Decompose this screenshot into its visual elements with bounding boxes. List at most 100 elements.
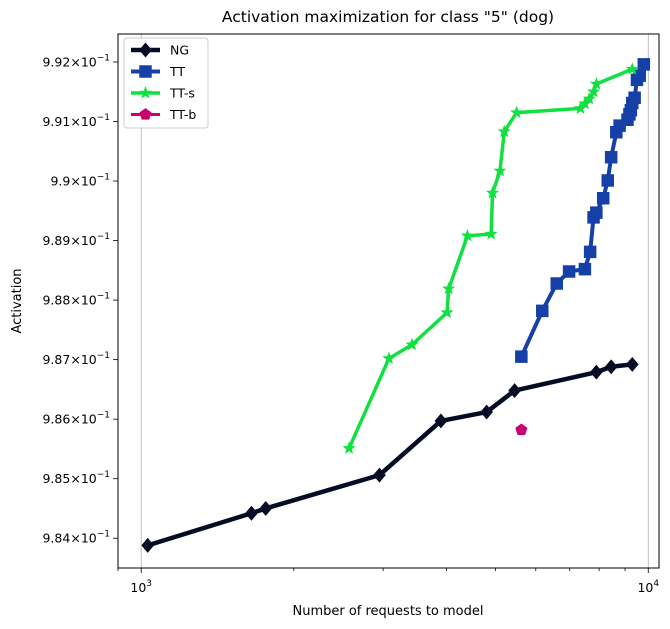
x-tick-base: 10 [130, 580, 146, 595]
y-axis: 9.84×10−19.85×10−19.86×10−19.87×10−19.88… [42, 53, 118, 546]
y-tick-label: 9.85×10−1 [42, 470, 110, 486]
y-tick-mantissa: 9.84 [42, 531, 70, 546]
legend-item: TT-s [131, 86, 195, 101]
data-point [601, 174, 615, 187]
data-point [625, 356, 639, 372]
data-point [550, 277, 564, 290]
y-tick-base: 10 [81, 531, 97, 546]
data-point [382, 351, 396, 364]
y-axis-label: Activation [10, 268, 25, 333]
data-point [583, 245, 597, 259]
data-point [628, 91, 641, 104]
data-point [604, 150, 618, 164]
y-tick-times: × [70, 412, 80, 427]
y-tick-mantissa: 9.9 [50, 174, 70, 189]
y-tick-label: 9.84×10−1 [42, 530, 110, 546]
data-point [480, 404, 493, 420]
legend: NG TT TT-s TT-b [123, 37, 209, 129]
y-tick-exponent: −1 [97, 113, 110, 123]
data-point [590, 364, 603, 380]
y-tick-mantissa: 9.89 [42, 233, 70, 248]
legend-label: TT-s [169, 86, 195, 101]
x-axis: 103 104 [117, 568, 659, 595]
data-point [590, 206, 603, 219]
legend-label: TT [169, 64, 185, 79]
y-tick-mantissa: 9.91 [42, 114, 70, 129]
y-tick-mantissa: 9.85 [42, 471, 70, 486]
y-tick-times: × [70, 174, 80, 189]
data-point [460, 228, 474, 242]
data-point [625, 62, 639, 75]
data-point [633, 69, 646, 82]
data-point [578, 262, 592, 276]
y-tick-times: × [70, 114, 80, 129]
y-tick-label: 9.89×10−1 [42, 232, 110, 248]
y-tick-exponent: −1 [97, 351, 110, 361]
y-tick-label: 9.9×10−1 [50, 173, 110, 189]
data-point [440, 305, 454, 319]
y-tick-exponent: −1 [97, 470, 110, 480]
y-tick-times: × [70, 471, 80, 486]
legend-frame [123, 37, 209, 129]
y-tick-exponent: −1 [97, 411, 110, 421]
data-point [587, 84, 601, 98]
data-point [442, 281, 456, 295]
x-tick-label: 104 [637, 579, 659, 595]
data-point [508, 383, 521, 399]
x-tick-exponent: 4 [653, 579, 659, 589]
legend-label: NG [170, 43, 189, 58]
data-point [259, 501, 273, 516]
y-tick-mantissa: 9.87 [42, 352, 70, 367]
y-tick-base: 10 [81, 471, 97, 486]
data-point [515, 423, 528, 436]
y-tick-times: × [70, 233, 80, 248]
y-tick-base: 10 [81, 233, 97, 248]
legend-item: NG [131, 43, 189, 58]
y-tick-base: 10 [81, 174, 97, 189]
legend-marker [138, 86, 153, 99]
y-tick-times: × [70, 531, 80, 546]
data-point [510, 105, 524, 119]
y-tick-mantissa: 9.92 [42, 54, 70, 69]
data-point [596, 192, 610, 205]
y-tick-base: 10 [81, 114, 97, 129]
series-line [145, 362, 635, 548]
data-point [141, 537, 155, 553]
y-tick-base: 10 [81, 412, 97, 427]
data-point [434, 413, 448, 429]
y-tick-label: 9.88×10−1 [42, 292, 110, 308]
series-tt-b [515, 423, 528, 436]
y-tick-times: × [70, 293, 80, 308]
data-point [485, 186, 500, 199]
y-tick-exponent: −1 [97, 53, 110, 63]
data-point [484, 227, 498, 240]
data-point [536, 304, 549, 318]
y-tick-mantissa: 9.88 [42, 293, 70, 308]
legend-marker [139, 42, 152, 58]
legend-item: TT [131, 64, 185, 79]
y-tick-exponent: −1 [97, 173, 110, 183]
x-tick-base: 10 [637, 580, 653, 595]
y-tick-label: 9.92×10−1 [42, 53, 110, 69]
y-tick-times: × [70, 352, 80, 367]
series-tt-s [342, 62, 639, 454]
data-point [515, 350, 528, 363]
x-tick-exponent: 3 [146, 579, 152, 589]
data-point [493, 164, 507, 177]
chart-title: Activation maximization for class "5" (d… [222, 8, 554, 26]
x-tick-label: 103 [130, 579, 152, 595]
y-tick-label: 9.91×10−1 [42, 113, 110, 129]
y-tick-label: 9.86×10−1 [42, 411, 110, 427]
y-tick-base: 10 [81, 352, 97, 367]
y-tick-exponent: −1 [97, 232, 110, 242]
y-tick-exponent: −1 [97, 530, 110, 540]
data-point [497, 124, 511, 138]
y-tick-mantissa: 9.86 [42, 412, 70, 427]
y-tick-label: 9.87×10−1 [42, 351, 110, 367]
legend-marker [139, 108, 152, 120]
data-point [582, 92, 596, 105]
x-axis-label: Number of requests to model [292, 604, 483, 619]
data-point [637, 58, 651, 71]
y-tick-base: 10 [81, 54, 97, 69]
